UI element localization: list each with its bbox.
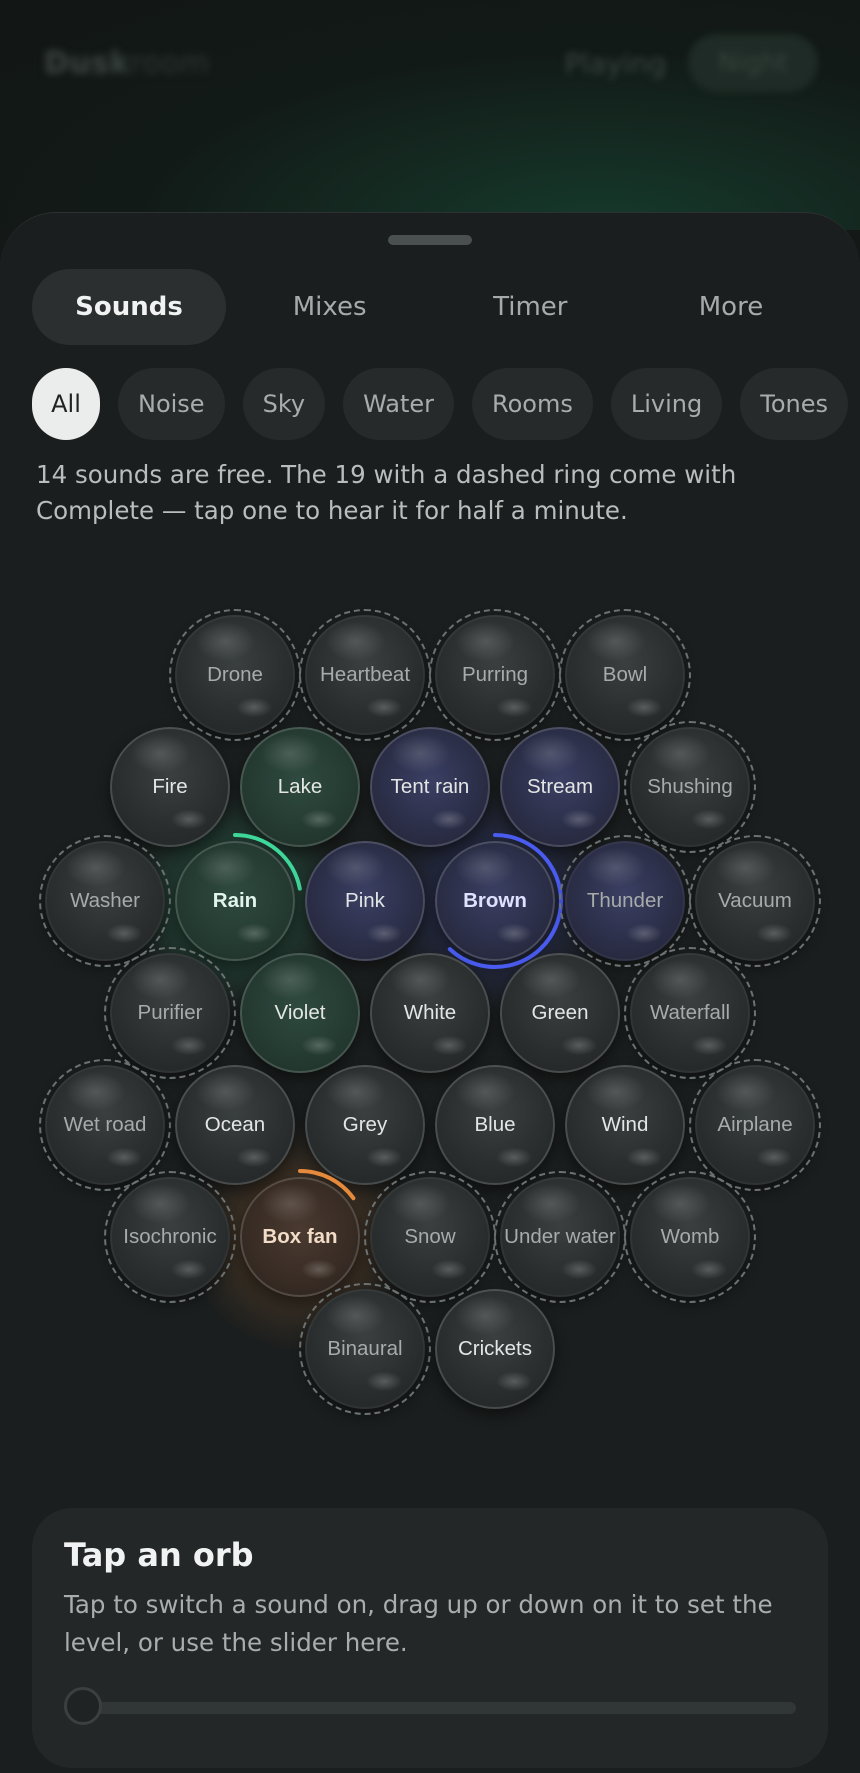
sound-orb-binaural[interactable]: Binaural [299, 1283, 431, 1415]
sound-orb-vacuum[interactable]: Vacuum [689, 835, 821, 967]
level-slider-thumb[interactable] [64, 1687, 102, 1725]
sound-orb-crickets[interactable]: Crickets [435, 1289, 555, 1409]
orb-label: Under water [504, 1225, 616, 1248]
sound-orb-womb[interactable]: Womb [624, 1171, 756, 1303]
orb-label: Violet [274, 1001, 326, 1024]
orb-label: Brown [463, 889, 527, 912]
orb-label: Isochronic [123, 1225, 217, 1248]
sound-orb-isochronic[interactable]: Isochronic [104, 1171, 236, 1303]
main-tabs: Sounds Mixes Timer More [32, 269, 828, 345]
sheet-drag-handle[interactable] [388, 235, 472, 245]
orb-label: Waterfall [649, 1001, 731, 1024]
sound-orb-snow[interactable]: Snow [364, 1171, 496, 1303]
sound-orb-blue[interactable]: Blue [435, 1065, 555, 1185]
sound-orb-waterfall[interactable]: Waterfall [624, 947, 756, 1079]
sound-orb-fire[interactable]: Fire [110, 727, 230, 847]
sound-orb-wind[interactable]: Wind [565, 1065, 685, 1185]
sound-orb-airplane[interactable]: Airplane [689, 1059, 821, 1191]
sound-orb-thunder[interactable]: Thunder [559, 835, 691, 967]
orb-label: Ocean [204, 1113, 266, 1136]
sound-orb-brown[interactable]: Brown [435, 841, 555, 961]
tab-more[interactable]: More [698, 292, 764, 322]
sound-orb-grey[interactable]: Grey [305, 1065, 425, 1185]
sound-orb-tent-rain[interactable]: Tent rain [370, 727, 490, 847]
tab-timer[interactable]: Timer [493, 292, 568, 322]
level-slider[interactable] [64, 1687, 796, 1725]
sound-orb-pink[interactable]: Pink [305, 841, 425, 961]
filter-sky[interactable]: Sky [242, 368, 326, 440]
app-logo: Duskroom [44, 46, 210, 81]
info-card: Tap an orb Tap to switch a sound on, dra… [32, 1508, 828, 1768]
filter-rooms[interactable]: Rooms [472, 368, 593, 440]
orb-label: Blue [474, 1113, 516, 1136]
sound-orb-purifier[interactable]: Purifier [104, 947, 236, 1079]
sound-orb-lake[interactable]: Lake [240, 727, 360, 847]
orb-label: Rain [212, 889, 258, 912]
filter-tones[interactable]: Tones [740, 368, 848, 440]
sound-orb-stream[interactable]: Stream [500, 727, 620, 847]
orb-label: Purifier [137, 1001, 203, 1024]
sound-orb-wet-road[interactable]: Wet road [39, 1059, 171, 1191]
top-bar: Duskroom Playing Night [0, 0, 860, 230]
orb-label: Wind [601, 1113, 649, 1136]
orb-label: Wet road [63, 1113, 147, 1136]
orb-label: Snow [404, 1225, 456, 1248]
orb-label: Grey [342, 1113, 388, 1136]
playing-label[interactable]: Playing [564, 46, 667, 80]
sound-orb-ocean[interactable]: Ocean [175, 1065, 295, 1185]
free-sounds-note: 14 sounds are free. The 19 with a dashed… [36, 460, 737, 525]
orb-label: Heartbeat [319, 663, 411, 686]
orb-label: Pink [345, 889, 385, 912]
sound-orb-purring[interactable]: Purring [429, 609, 561, 741]
orb-label: Vacuum [718, 889, 792, 912]
filter-all[interactable]: All [32, 368, 100, 440]
info-body: Tap to switch a sound on, drag up or dow… [64, 1590, 773, 1657]
sound-orb-under-water[interactable]: Under water [494, 1171, 626, 1303]
sound-orb-green[interactable]: Green [500, 953, 620, 1073]
orb-label: Stream [526, 775, 594, 798]
orb-label: Shushing [647, 775, 733, 798]
sound-orb-box-fan[interactable]: Box fan [240, 1177, 360, 1297]
orb-label: Airplane [717, 1113, 793, 1136]
filter-water[interactable]: Water [343, 368, 455, 440]
sound-orb-rain[interactable]: Rain [175, 841, 295, 961]
orb-label: Tent rain [390, 775, 470, 798]
sound-orb-drone[interactable]: Drone [169, 609, 301, 741]
tab-mixes[interactable]: Mixes [292, 292, 367, 322]
orb-label: Box fan [262, 1225, 338, 1248]
tab-sounds[interactable]: Sounds [32, 269, 226, 345]
sound-orb-heartbeat[interactable]: Heartbeat [299, 609, 431, 741]
orb-label: Drone [207, 663, 263, 686]
orb-label: Crickets [457, 1337, 533, 1360]
sound-orb-violet[interactable]: Violet [240, 953, 360, 1073]
info-title: Tap an orb [64, 1536, 254, 1574]
filter-living[interactable]: Living [610, 368, 723, 440]
orb-label: Green [531, 1001, 589, 1024]
orb-label: Binaural [327, 1337, 403, 1360]
orb-label: White [403, 1001, 457, 1024]
orb-label: Womb [660, 1225, 720, 1248]
orb-label: Bowl [602, 663, 648, 686]
sound-orb-washer[interactable]: Washer [39, 835, 171, 967]
orb-label: Lake [277, 775, 323, 798]
orb-label: Thunder [586, 889, 664, 912]
filter-noise[interactable]: Noise [118, 368, 225, 440]
orb-label: Washer [70, 889, 140, 912]
sound-orb-bowl[interactable]: Bowl [559, 609, 691, 741]
orb-label: Fire [152, 775, 188, 798]
night-mode-button[interactable]: Night [688, 34, 818, 92]
sound-orb-white[interactable]: White [370, 953, 490, 1073]
sound-orb-shushing[interactable]: Shushing [624, 721, 756, 853]
orb-label: Purring [461, 663, 529, 686]
category-filters: All Noise Sky Water Rooms Living Tones [32, 368, 848, 440]
